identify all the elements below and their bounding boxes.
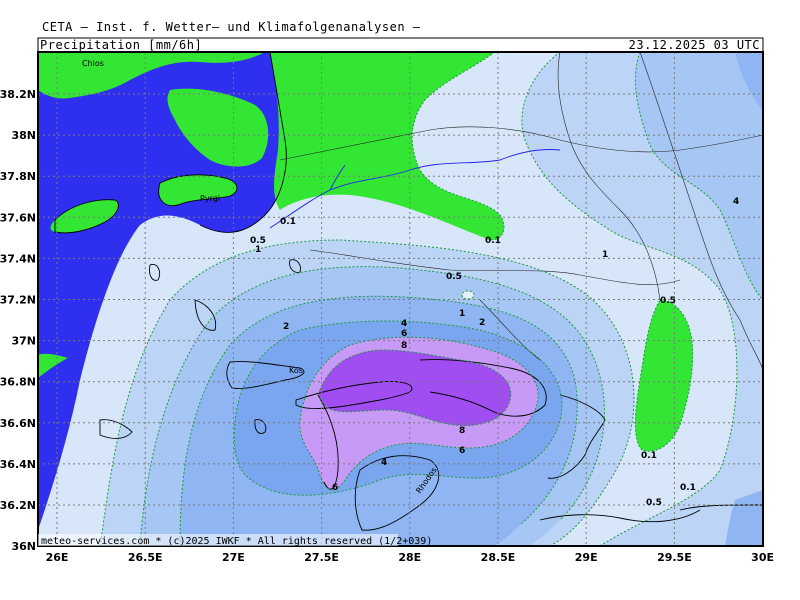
isoline-label: 0.5 (660, 296, 676, 306)
graticule-grid (38, 52, 763, 546)
latitude-tick-label: 37.2N (0, 294, 36, 307)
longitude-tick-label: 28.5E (481, 551, 516, 564)
isoline-label: 6 (459, 446, 465, 456)
longitude-tick-label: 29E (575, 551, 598, 564)
map-frame (37, 51, 764, 547)
isoline-label: 8 (401, 341, 407, 351)
dry-land-island-west (50, 199, 119, 233)
isoline-label: 6 (332, 483, 338, 493)
place-label-kos: Kos (289, 366, 303, 375)
place-label-pyrgi: Pyrgi (200, 194, 220, 203)
isoline-label: 2 (283, 322, 289, 332)
dry-land-chios (38, 52, 265, 99)
longitude-axis: 26E 26.5E 27E 27.5E 28E 28.5E 29E 29.5E 30E (46, 551, 774, 564)
valid-datetime: 23.12.2025 03 UTC (628, 38, 760, 52)
latitude-tick-label: 37.4N (0, 252, 36, 265)
precip-2-area-east (735, 52, 763, 110)
latitude-tick-label: 36.8N (0, 376, 36, 389)
latitude-tick-label: 36.6N (0, 417, 36, 430)
isoline-label: 0.1 (641, 451, 657, 461)
isoline-label: 0.1 (485, 236, 501, 246)
isoline-label: 0.5 (250, 236, 266, 246)
isoline-dotted (99, 52, 763, 546)
title-box (37, 37, 764, 53)
latitude-tick-label: 37N (11, 335, 36, 348)
isoline-label: 6 (401, 329, 407, 339)
precip-2-area-southeast (725, 490, 763, 546)
isoline-label: 1 (459, 309, 465, 319)
small-isoline-circle (461, 290, 475, 300)
latitude-tick-label: 38N (11, 129, 36, 142)
longitude-tick-label: 27E (222, 551, 245, 564)
precip-8-area (319, 350, 511, 426)
latitude-tick-label: 38.2N (0, 88, 36, 101)
admin-borders (279, 52, 763, 371)
place-label-chios: Chios (82, 59, 104, 68)
isoline-label: 1 (255, 245, 261, 255)
dry-land-north (270, 52, 505, 240)
latitude-tick-label: 37.6N (0, 211, 36, 224)
dry-land-pyrgi-peninsula (167, 88, 269, 167)
longitude-tick-label: 26E (46, 551, 69, 564)
longitude-tick-label: 29.5E (657, 551, 692, 564)
latitude-tick-label: 36.4N (0, 458, 36, 471)
dry-land-island-edge (38, 353, 68, 378)
product-title: Precipitation [mm/6h] (40, 38, 203, 52)
isoline-label: 0.5 (646, 498, 662, 508)
latitude-axis: 38.2N 38N 37.8N 37.6N 37.4N 37.2N 37N 36.8N 36.6… (0, 88, 36, 553)
isoline-label: 2 (479, 318, 485, 328)
isoline-label: 4 (733, 197, 739, 207)
isoline-label: 0.5 (446, 272, 462, 282)
latitude-tick-label: 36.2N (0, 499, 36, 512)
longitude-tick-label: 28E (398, 551, 421, 564)
isoline-label: 4 (401, 319, 407, 329)
latitude-tick-label: 36N (11, 540, 36, 553)
isoline-labels: 0.1 0.5 1 2 4 6 8 0.1 0.5 1 2 4 6 8 6 4 … (250, 197, 739, 508)
isoline-label: 4 (381, 458, 387, 468)
dry-land-east (635, 300, 693, 452)
longitude-tick-label: 30E (751, 551, 774, 564)
isoline-label: 8 (459, 426, 465, 436)
isoline-label: 0.1 (680, 483, 696, 493)
longitude-tick-label: 26.5E (128, 551, 163, 564)
institute-title: CETA — Inst. f. Wetter— und Klimafolgena… (42, 20, 421, 34)
sea-area (38, 52, 287, 530)
footer-box (38, 534, 398, 546)
copyright-footer: meteo-services.com * (c)2025 IWKF * All … (41, 536, 432, 547)
rivers (269, 149, 561, 229)
longitude-tick-label: 27.5E (304, 551, 339, 564)
isoline-label: 0.1 (280, 217, 296, 227)
latitude-tick-label: 37.8N (0, 170, 36, 183)
isoline-label: 1 (602, 250, 608, 260)
map-layers (38, 52, 763, 546)
